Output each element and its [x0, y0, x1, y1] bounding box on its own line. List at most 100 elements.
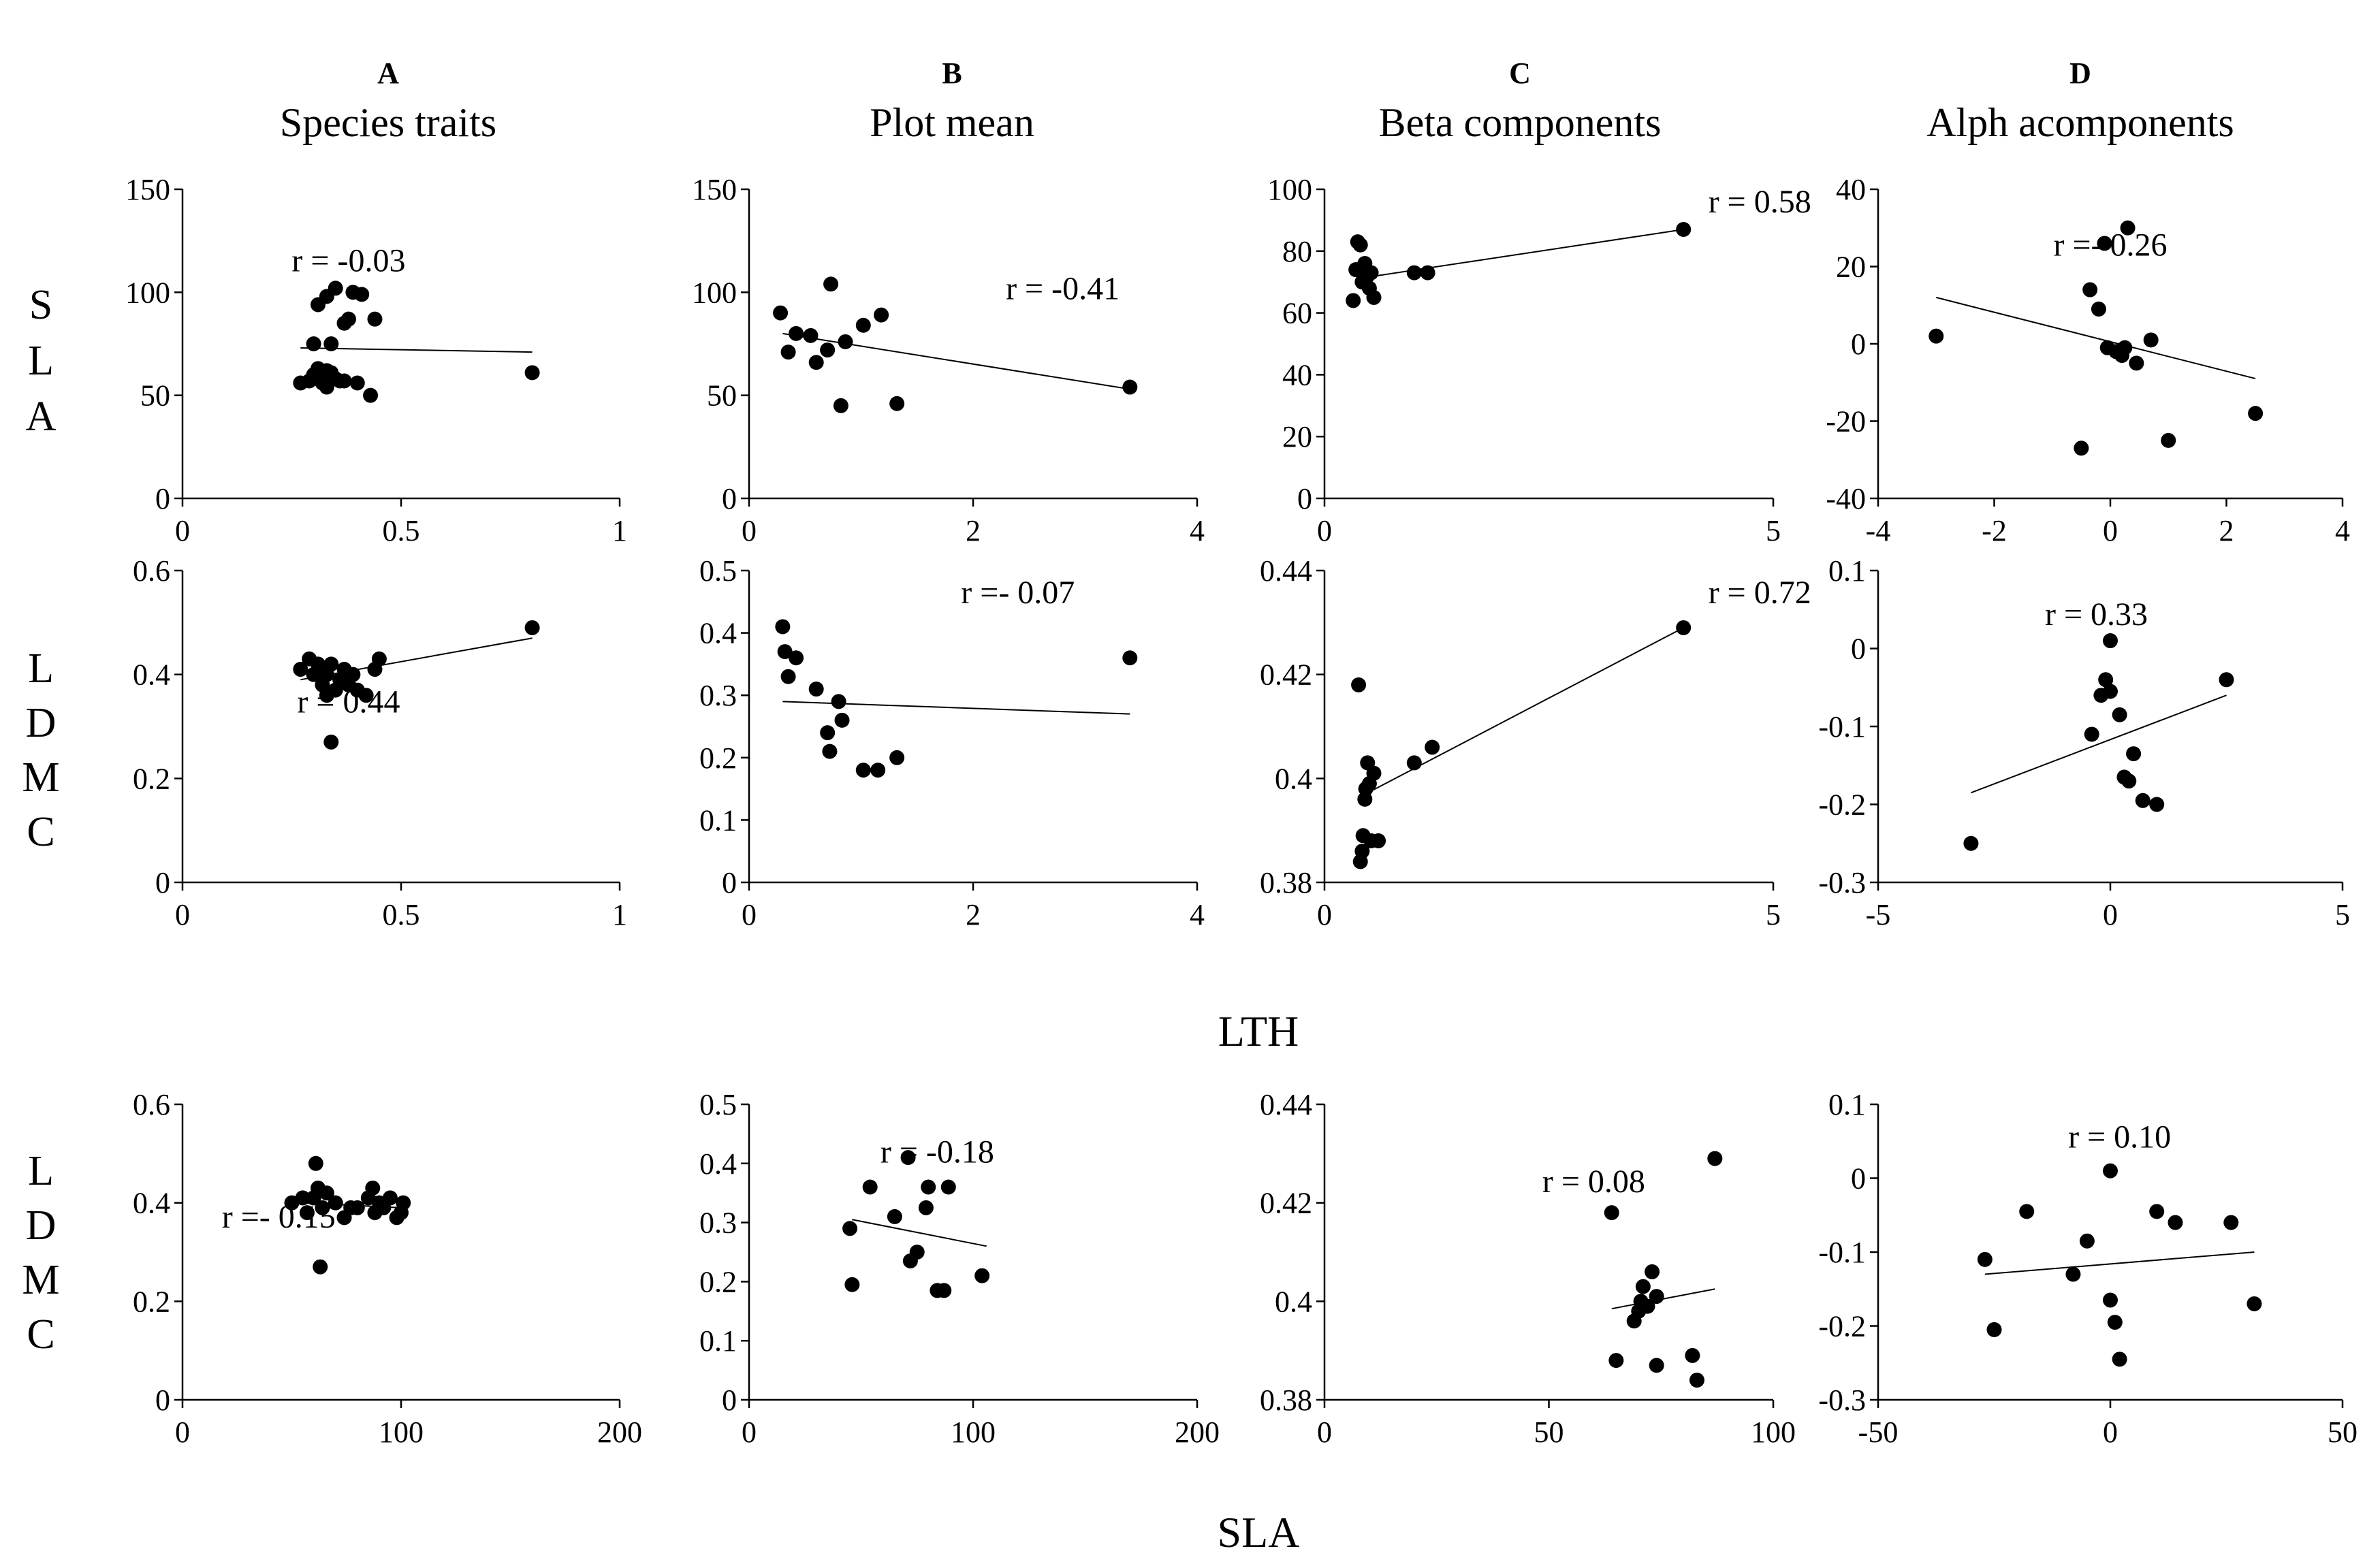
data-point — [820, 342, 836, 358]
data-point — [1977, 1251, 1993, 1267]
data-point — [789, 650, 804, 666]
data-point — [1425, 739, 1440, 755]
data-point — [2149, 1204, 2165, 1219]
data-point — [299, 1205, 315, 1221]
data-point — [323, 336, 339, 351]
y-tick-label: 0.1 — [699, 803, 737, 837]
panel-2-3: -0.3 -0.2 -0.1 0 0.1 -50 0 50 r = 0.10 — [1818, 1088, 2358, 1449]
data-point — [2121, 773, 2137, 789]
trend-line — [1971, 694, 2227, 794]
data-point — [2129, 355, 2144, 371]
y-tick-label: 150 — [125, 173, 170, 206]
data-point — [1608, 1353, 1624, 1369]
data-point — [834, 712, 850, 728]
y-tick-label: -0.2 — [1818, 1310, 1866, 1343]
y-tick-label: 0 — [1851, 633, 1866, 666]
y-tick-label: 0.42 — [1260, 658, 1312, 692]
x-tick-label: 0.5 — [383, 898, 420, 931]
data-point — [349, 1200, 365, 1215]
x-tick-label: 100 — [1751, 1415, 1796, 1449]
data-point — [775, 619, 791, 635]
x-tick-label: 100 — [951, 1415, 996, 1449]
data-point — [2149, 797, 2165, 812]
data-point — [2247, 1296, 2262, 1311]
data-point — [2112, 1351, 2127, 1367]
data-point — [2097, 236, 2112, 251]
data-point — [306, 336, 321, 351]
data-point — [874, 307, 889, 323]
x-tick-label: 100 — [379, 1415, 424, 1449]
col-letter-b: B — [942, 57, 962, 90]
data-point — [1707, 1151, 1723, 1166]
data-point — [358, 688, 374, 703]
row-label-sla-a: A — [26, 394, 57, 440]
y-tick-label: -0.1 — [1818, 1236, 1866, 1269]
data-point — [2219, 672, 2234, 688]
data-point — [1351, 677, 1367, 692]
x-tick-label: 0 — [1317, 514, 1332, 547]
data-point — [1689, 1373, 1704, 1388]
r-label: r = 0.44 — [297, 684, 400, 720]
data-point — [2065, 1266, 2081, 1282]
data-point — [2223, 1215, 2239, 1230]
x-title-lth: LTH — [1218, 1007, 1299, 1055]
data-point — [1928, 328, 1944, 344]
y-tick-label: 0.1 — [1828, 1088, 1866, 1121]
data-point — [295, 1190, 311, 1206]
data-point — [789, 325, 804, 341]
y-tick-label: 0.38 — [1260, 1383, 1312, 1417]
data-point — [363, 387, 379, 403]
x-tick-label: 4 — [1190, 514, 1205, 547]
data-point — [396, 1195, 411, 1211]
data-point — [328, 281, 343, 296]
data-point — [1963, 835, 1979, 851]
data-point — [823, 276, 839, 292]
data-point — [1406, 265, 1422, 281]
y-tick-label: 50 — [707, 379, 737, 413]
data-point — [315, 1200, 330, 1215]
y-tick-label: 0.4 — [699, 617, 737, 650]
y-tick-label: 0 — [1851, 1162, 1866, 1196]
data-point — [842, 1221, 858, 1236]
row-label-ldmc2-d: D — [26, 1202, 57, 1249]
trend-line — [1936, 296, 2256, 380]
y-tick-label: -0.2 — [1818, 788, 1866, 822]
r-label: r = 0.33 — [2045, 596, 2148, 633]
data-point — [780, 345, 796, 360]
x-tick-label: 50 — [2328, 1415, 2358, 1449]
data-point — [1649, 1289, 1664, 1305]
col-letter-d: D — [2069, 57, 2091, 90]
y-tick-label: -0.1 — [1818, 710, 1866, 743]
x-tick-label: 5 — [1766, 898, 1781, 931]
data-point — [1352, 237, 1368, 253]
data-point — [345, 667, 361, 682]
x-tick-label: 0 — [175, 514, 190, 547]
data-point — [900, 1150, 916, 1166]
data-point — [777, 644, 793, 660]
x-tick-label: -50 — [1858, 1415, 1899, 1449]
r-label: r =- 0.15 — [222, 1199, 336, 1235]
data-point — [2103, 1163, 2118, 1179]
data-point — [308, 1155, 323, 1171]
col-letter-a: A — [377, 57, 399, 90]
y-tick-label: -0.3 — [1818, 866, 1866, 899]
x-tick-label: 0 — [1317, 898, 1332, 931]
trend-line — [852, 1219, 987, 1247]
data-point — [382, 1190, 398, 1206]
x-tick-label: 50 — [1534, 1415, 1564, 1449]
data-point — [889, 750, 905, 765]
data-point — [1363, 265, 1379, 281]
y-tick-label: 0.4 — [133, 1187, 170, 1220]
row-label-ldmc2-c: C — [27, 1311, 54, 1358]
data-point — [2091, 301, 2106, 317]
data-point — [1406, 755, 1422, 771]
data-point — [855, 763, 871, 778]
data-point — [974, 1268, 990, 1283]
x-tick-label: 1 — [612, 898, 627, 931]
x-tick-label: 1 — [612, 514, 627, 547]
y-tick-label: 50 — [140, 379, 170, 413]
data-point — [855, 317, 871, 333]
data-point — [340, 311, 356, 327]
x-tick-label: 0.5 — [383, 514, 420, 547]
y-tick-label: 40 — [1836, 173, 1866, 206]
